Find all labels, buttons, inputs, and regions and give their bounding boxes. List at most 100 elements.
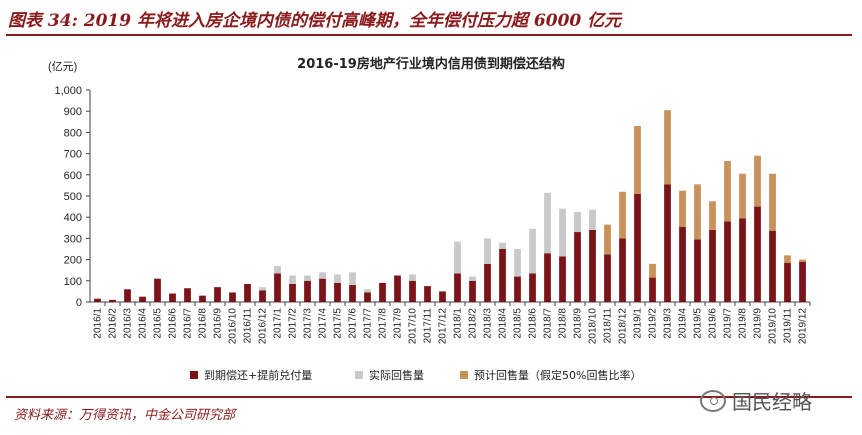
watermark-text: 国民经略 <box>732 390 812 414</box>
chart-title: 2016-19房地产行业境内信用债到期偿还结构 <box>297 56 565 72</box>
x-tick-labels: 2016/1 2016/2 2016/3 2016/4 2016/5 2016/6 2016… <box>93 302 811 344</box>
x-tick-label: 2016/7 <box>183 308 194 339</box>
x-tick-label: 2016/2 <box>108 308 119 339</box>
bar-segment-1 <box>559 256 566 302</box>
bar-segment-1 <box>499 249 506 302</box>
bar-segment-1 <box>664 184 671 302</box>
bar-segment-1 <box>424 286 431 302</box>
bar-segment-1 <box>649 277 656 302</box>
bar-segment-2 <box>499 242 506 249</box>
x-tick-label: 2017/7 <box>363 308 374 339</box>
x-tick-label: 2016/12 <box>258 308 269 345</box>
bar-segment-2 <box>364 289 371 293</box>
x-tick-label: 2016/11 <box>243 308 254 344</box>
x-tick-label: 2018/11 <box>603 308 614 344</box>
bar-segment-2 <box>304 275 311 281</box>
bar-segment-3 <box>799 259 806 262</box>
bar-segment-1 <box>544 253 551 302</box>
y-tick-label: 100 <box>64 276 82 288</box>
bar-segment-2 <box>559 208 566 257</box>
bar-segment-1 <box>94 298 101 302</box>
x-tick-label: 2017/9 <box>393 308 404 339</box>
bar-segment-1 <box>634 193 641 302</box>
bar-segment-2 <box>589 209 596 230</box>
legend-swatch-1 <box>190 371 198 379</box>
y-axis-unit-label: (亿元) <box>48 60 77 73</box>
bar-segment-3 <box>649 263 656 278</box>
x-tick-label: 2019/1 <box>633 308 644 339</box>
bar-segment-2 <box>574 211 581 233</box>
bar-segment-2 <box>319 272 326 279</box>
x-tick-label: 2018/12 <box>618 308 629 345</box>
bottom-divider <box>6 396 852 398</box>
bar-segment-2 <box>94 297 101 299</box>
bar-segment-1 <box>604 254 611 302</box>
x-tick-label: 2019/5 <box>693 308 704 339</box>
x-tick-label: 2018/10 <box>588 308 599 345</box>
bar-segment-1 <box>799 261 806 302</box>
x-tick-label: 2018/9 <box>573 308 584 339</box>
bar-segment-1 <box>454 273 461 302</box>
x-tick-label: 2018/2 <box>468 308 479 339</box>
bar-segment-1 <box>754 206 761 302</box>
bar-segment-1 <box>334 282 341 302</box>
x-tick-label: 2017/12 <box>438 308 449 345</box>
bar-segment-1 <box>514 276 521 302</box>
bar-segment-2 <box>274 265 281 274</box>
bar-segment-3 <box>634 126 641 194</box>
bar-segment-1 <box>364 292 371 302</box>
x-tick-label: 2019/4 <box>678 308 689 339</box>
x-tick-label: 2017/4 <box>318 308 329 339</box>
bar-segment-1 <box>124 289 131 302</box>
wechat-icon <box>700 389 726 412</box>
bar-segment-2 <box>454 241 461 274</box>
legend-label-1: 到期偿还+提前兑付量 <box>204 368 312 382</box>
x-tick-label: 2016/4 <box>138 308 149 339</box>
x-tick-label: 2017/11 <box>423 308 434 344</box>
x-tick-label: 2017/3 <box>303 308 314 339</box>
bar-segment-3 <box>604 224 611 255</box>
y-tick-label: 1,000 <box>54 85 82 97</box>
bar-segment-1 <box>154 278 161 302</box>
bar-segment-3 <box>679 190 686 227</box>
bar-segment-3 <box>694 184 701 240</box>
bar-segment-1 <box>484 263 491 302</box>
x-tick-label: 2019/2 <box>648 308 659 339</box>
bar-segment-1 <box>259 290 266 302</box>
x-tick-label: 2019/6 <box>708 308 719 339</box>
bar-segment-2 <box>259 287 266 291</box>
bar-segment-1 <box>469 280 476 302</box>
bar-segment-1 <box>529 273 536 302</box>
x-tick-label: 2018/8 <box>558 308 569 339</box>
y-tick-label: 500 <box>64 191 82 203</box>
y-tick-label: 900 <box>64 106 82 118</box>
bar-segment-2 <box>529 228 536 274</box>
bar-segment-2 <box>514 249 521 277</box>
top-divider <box>6 34 852 36</box>
x-tick-label: 2018/6 <box>528 308 539 339</box>
bar-segment-1 <box>439 291 446 302</box>
figure-title: 图表 34: 2019 年将进入房企境内债的偿付高峰期，全年偿付压力超 6000… <box>8 11 622 31</box>
bar-segment-1 <box>289 283 296 302</box>
x-tick-label: 2019/7 <box>723 308 734 339</box>
bar-segment-1 <box>349 285 356 302</box>
legend-swatch-2 <box>355 371 363 379</box>
bar-segment-1 <box>139 296 146 302</box>
bar-segment-1 <box>379 282 386 302</box>
y-tick-label: 800 <box>64 127 82 139</box>
y-tick-label: 600 <box>64 170 82 182</box>
x-tick-label: 2019/3 <box>663 308 674 339</box>
bar-segment-1 <box>724 221 731 302</box>
x-tick-label: 2016/5 <box>153 308 164 339</box>
bar-segment-2 <box>544 192 551 254</box>
bar-segment-1 <box>589 229 596 302</box>
x-tick-label: 2016/1 <box>93 308 104 339</box>
bar-segment-1 <box>274 273 281 302</box>
bar-segment-2 <box>349 272 356 286</box>
x-tick-label: 2017/6 <box>348 308 359 339</box>
y-tick-label: 300 <box>64 233 82 245</box>
x-tick-label: 2016/3 <box>123 308 134 339</box>
bar-segment-3 <box>784 255 791 263</box>
x-tick-label: 2019/12 <box>798 308 809 345</box>
